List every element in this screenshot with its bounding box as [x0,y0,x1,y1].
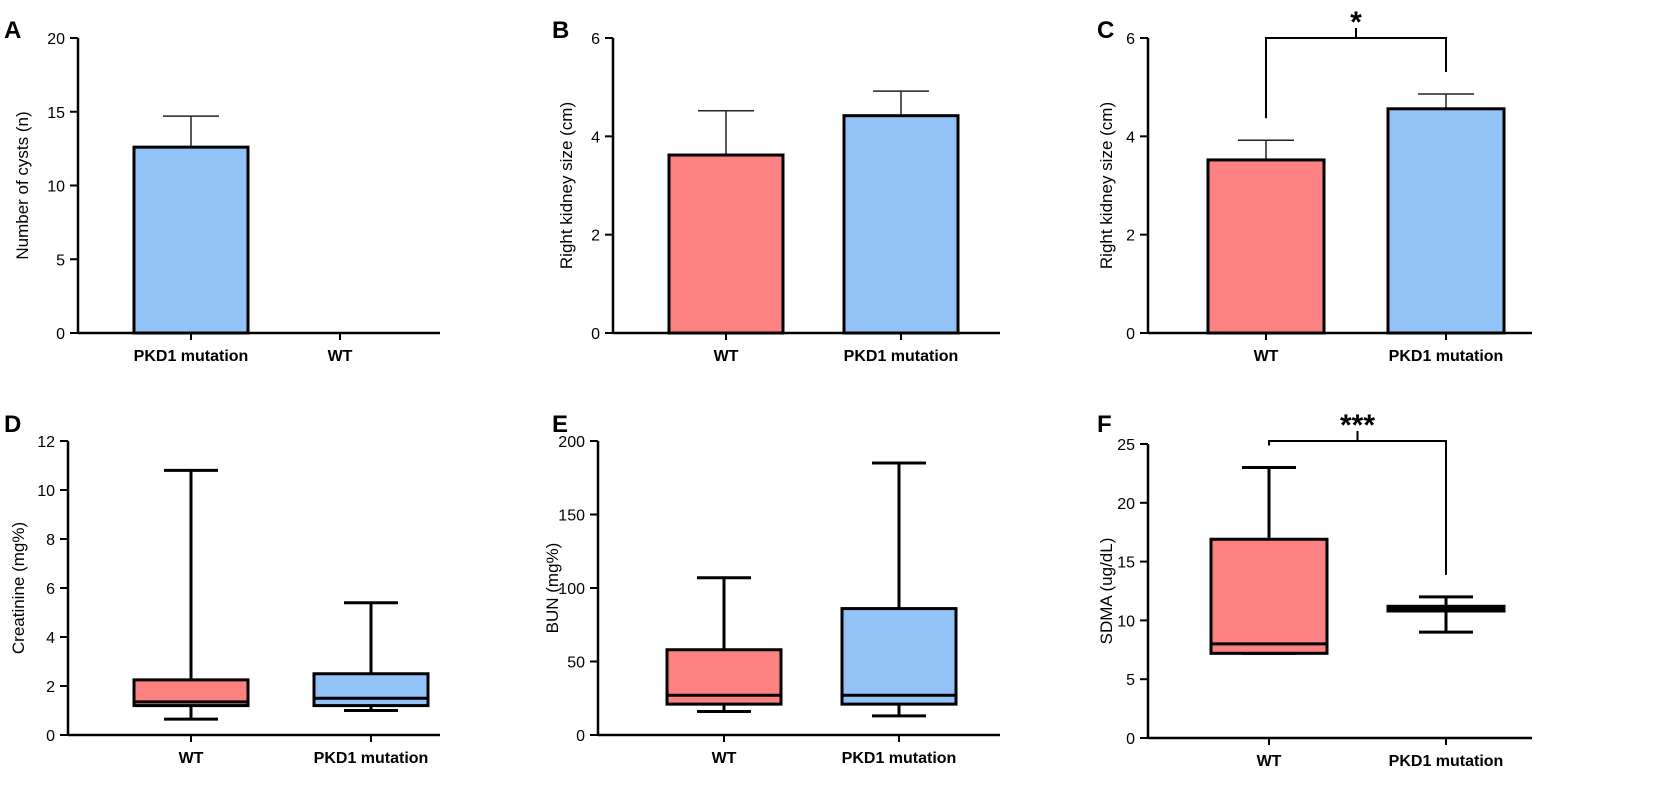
y-tick-label: 50 [567,655,585,672]
y-tick-label: 12 [37,434,55,451]
y-tick-label: 5 [56,252,65,269]
y-tick-label: 200 [558,434,585,451]
x-tick-label: WT [328,348,353,365]
box [1209,537,1329,655]
y-tick-label: 4 [1126,129,1135,146]
y-tick-label: 15 [1117,555,1135,572]
significance-marker: *** [1340,409,1375,442]
y-tick-label: 6 [46,581,55,598]
y-tick-label: 10 [37,483,55,500]
y-tick-label: 2 [46,679,55,696]
y-tick-label: 0 [591,326,600,343]
y-tick-label: 6 [591,31,600,48]
y-tick-label: 10 [1117,613,1135,630]
x-tick-label: WT [714,348,739,365]
y-tick-label: 10 [47,179,65,196]
y-tick-label: 0 [56,326,65,343]
panel-f: F WT PKD1 mutation 0 5 10 15 20 25 SDMA (ug/dL) **… [1097,409,1532,770]
y-tick-label: 4 [46,630,55,647]
panel-a: A PKD1 mutation WT 0 5 10 15 20 Number of cysts … [4,17,440,365]
x-tick-label: WT [712,750,737,767]
x-tick-label: PKD1 mutation [1389,753,1504,770]
y-tick-label: 15 [47,105,65,122]
y-axis-title: SDMA (ug/dL) [1097,538,1116,645]
x-tick-label: PKD1 mutation [842,750,957,767]
y-tick-label: 20 [47,31,65,48]
significance-bracket [1265,37,1447,119]
panel-e: E WT PKD1 mutation 0 50 100 150 200 BUN (mg%) [543,411,1000,767]
panel-letter: E [552,411,568,438]
y-tick-label: 4 [591,129,600,146]
y-tick-label: 20 [1117,496,1135,513]
panel-letter: F [1097,411,1112,438]
panel-letter: C [1097,17,1114,44]
y-tick-label: 8 [46,532,55,549]
panel-b: B WT PKD1 mutation 0 2 4 6 Right kidney size (c… [552,17,1000,365]
y-tick-label: 0 [1126,731,1135,748]
bar [132,145,250,335]
x-tick-label: WT [1254,348,1279,365]
bar [667,153,785,335]
x-tick-label: PKD1 mutation [134,348,249,365]
x-tick-label: WT [179,750,204,767]
bar [1386,107,1506,335]
box [840,607,958,706]
y-tick-label: 0 [576,728,585,745]
y-axis-title: Number of cysts (n) [13,111,32,259]
panel-letter: A [4,17,21,44]
y-tick-label: 2 [591,228,600,245]
x-tick-label: PKD1 mutation [844,348,959,365]
x-tick-label: PKD1 mutation [1389,348,1504,365]
significance-marker: * [1350,6,1362,39]
box [312,672,430,708]
y-tick-label: 2 [1126,228,1135,245]
y-tick-label: 0 [1126,326,1135,343]
panel-d: D WT PKD1 mutation 0 2 4 6 8 10 12 Creatinine (mg%… [4,411,440,767]
y-tick-label: 100 [558,581,585,598]
y-tick-label: 5 [1126,672,1135,689]
y-tick-label: 0 [46,728,55,745]
x-tick-label: WT [1257,753,1282,770]
panel-c: C WT PKD1 mutation 0 2 4 6 Right kidney size (c… [1097,6,1532,365]
y-tick-label: 150 [558,508,585,525]
x-tick-label: PKD1 mutation [314,750,429,767]
y-tick-label: 25 [1117,437,1135,454]
panel-letter: B [552,17,569,44]
bar [842,114,960,335]
y-axis-title: Right kidney size (cm) [557,102,576,269]
y-tick-label: 6 [1126,31,1135,48]
y-axis-title: BUN (mg%) [543,543,562,634]
y-axis-title: Creatinine (mg%) [9,522,28,654]
panel-letter: D [4,411,21,438]
bar [1206,158,1326,335]
y-axis-title: Right kidney size (cm) [1097,102,1116,269]
